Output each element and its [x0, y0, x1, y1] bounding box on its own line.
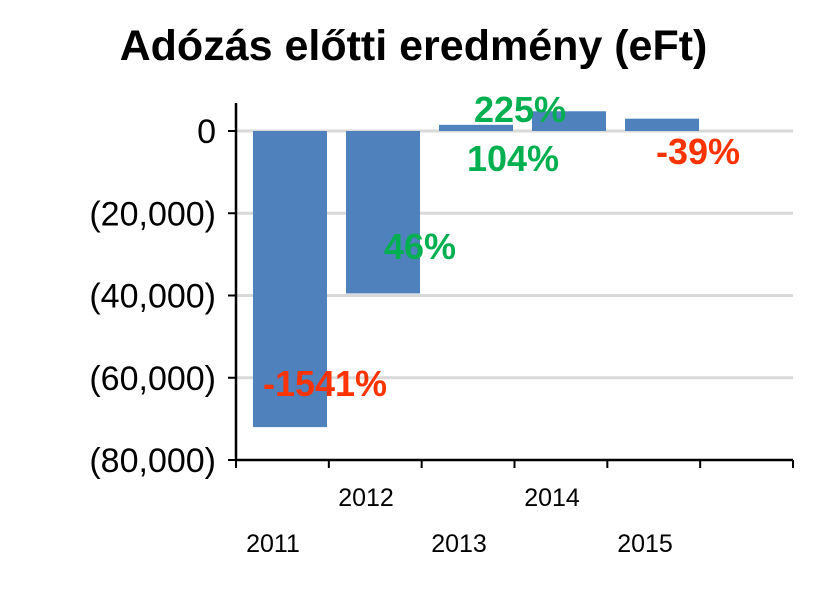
gridlines	[236, 129, 793, 380]
bar-2015	[625, 118, 699, 131]
y-tick-labels: 0 (20,000) (40,000) (60,000) (80,000)	[89, 113, 216, 480]
percent-label-2012: 46%	[384, 226, 456, 267]
y-tick-label: (60,000)	[89, 360, 216, 398]
category-label-2015: 2015	[617, 530, 673, 558]
percent-label-2011: -1541%	[263, 363, 387, 404]
bars	[253, 111, 699, 428]
category-labels: 2011 2012 2013 2014 2015	[246, 484, 673, 558]
bar-2011	[253, 131, 327, 428]
percent-label-2013: 104%	[467, 138, 559, 179]
y-tick-label: (40,000)	[89, 278, 216, 316]
bar-2014	[532, 111, 606, 131]
y-tick-label: (80,000)	[89, 442, 216, 480]
category-label-2012: 2012	[338, 484, 394, 512]
bar-2012	[346, 131, 420, 294]
percent-label-2013: 225%	[474, 89, 566, 130]
category-label-2011: 2011	[246, 530, 300, 558]
percent-annotations: -1541% 46% 104% 225% -39%	[263, 89, 740, 404]
chart-title: Adózás előtti eredmény (eFt)	[119, 22, 708, 70]
bar-2013	[439, 124, 513, 131]
y-tick-label: 0	[197, 113, 216, 151]
category-label-2014: 2014	[524, 484, 580, 512]
percent-label-2015: -39%	[656, 131, 740, 172]
y-tick-label: (20,000)	[89, 195, 216, 233]
category-label-2013: 2013	[431, 530, 487, 558]
axes	[228, 103, 794, 468]
